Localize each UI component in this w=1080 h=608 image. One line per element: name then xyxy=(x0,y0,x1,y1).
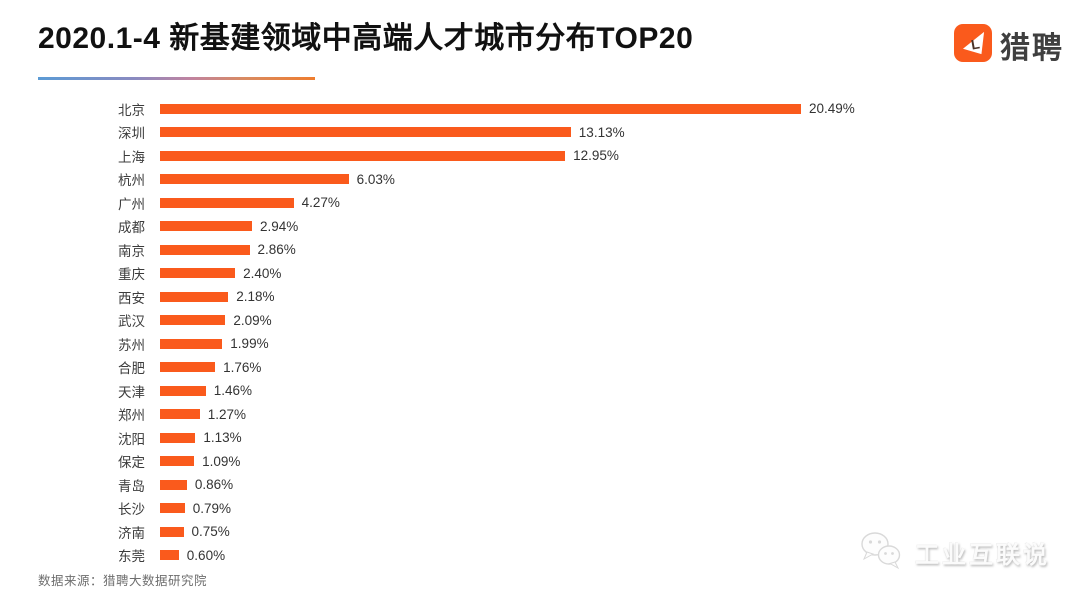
city-label: 南京 xyxy=(118,243,145,259)
chart-row: 深圳 13.13% xyxy=(38,121,1080,145)
chart-row: 保定 1.09% xyxy=(38,450,1080,474)
header: 2020.1-4 新基建领域中高端人才城市分布TOP20 L 猎聘 xyxy=(0,0,1080,67)
bar xyxy=(160,479,187,490)
page-title: 2020.1-4 新基建领域中高端人才城市分布TOP20 xyxy=(38,22,694,55)
value-label: 0.75% xyxy=(191,524,230,540)
bar xyxy=(160,432,196,443)
brand-logo: L 猎聘 xyxy=(954,23,1064,67)
value-label: 2.86% xyxy=(257,242,296,258)
city-label: 苏州 xyxy=(118,337,145,353)
value-label: 2.09% xyxy=(233,312,272,328)
chart-row: 杭州 6.03% xyxy=(38,168,1080,192)
value-label: 0.60% xyxy=(186,547,226,563)
chart-row: 武汉 2.09% xyxy=(38,309,1080,333)
bar xyxy=(160,526,184,537)
chart-row: 重庆 2.40% xyxy=(38,262,1080,286)
city-label: 青岛 xyxy=(118,478,145,494)
bar xyxy=(160,291,229,302)
value-label: 1.13% xyxy=(203,430,242,446)
value-label: 1.46% xyxy=(213,383,252,399)
chart-row: 东莞 0.60% xyxy=(38,544,1080,568)
wechat-chat-bubbles-icon xyxy=(857,529,905,576)
value-label: 2.40% xyxy=(243,265,282,281)
chart-row: 成都 2.94% xyxy=(38,215,1080,239)
city-label: 北京 xyxy=(118,102,145,118)
value-label: 13.13% xyxy=(578,124,625,140)
title-underline xyxy=(38,77,315,80)
chart-row: 济南 0.75% xyxy=(38,520,1080,544)
chart-row: 青岛 0.86% xyxy=(38,473,1080,497)
chart-row: 北京 20.49% xyxy=(38,97,1080,121)
city-label: 沈阳 xyxy=(118,431,145,447)
chart-row: 郑州 1.27% xyxy=(38,403,1080,427)
chart-row: 南京 2.86% xyxy=(38,238,1080,262)
bar xyxy=(160,150,566,161)
city-label: 武汉 xyxy=(118,314,145,330)
bar xyxy=(160,362,216,373)
city-label: 深圳 xyxy=(118,126,145,142)
value-label: 0.86% xyxy=(194,477,234,493)
bar xyxy=(160,127,571,138)
chart-row: 合肥 1.76% xyxy=(38,356,1080,380)
watermark: 工业互联说 xyxy=(857,529,1050,576)
city-label: 成都 xyxy=(118,220,145,236)
bar xyxy=(160,456,195,467)
value-label: 6.03% xyxy=(356,171,395,187)
city-label: 天津 xyxy=(118,384,145,400)
value-label: 2.94% xyxy=(260,218,299,234)
city-label: 上海 xyxy=(118,149,145,165)
bar-chart: 北京 20.49% 深圳 13.13% 上海 12.95% 杭州 6.03% 广… xyxy=(0,97,1080,567)
bar xyxy=(160,550,179,561)
value-label: 4.27% xyxy=(301,195,340,211)
city-label: 杭州 xyxy=(118,173,145,189)
chart-row: 天津 1.46% xyxy=(38,379,1080,403)
city-label: 郑州 xyxy=(118,408,145,424)
value-label: 1.27% xyxy=(207,406,246,422)
chart-row: 沈阳 1.13% xyxy=(38,426,1080,450)
bar xyxy=(160,409,200,420)
city-label: 长沙 xyxy=(118,502,145,518)
city-label: 济南 xyxy=(118,525,145,541)
bar xyxy=(160,221,252,232)
watermark-text: 工业互联说 xyxy=(915,542,1050,569)
liepin-logo-text: 猎聘 xyxy=(1000,32,1064,65)
city-label: 广州 xyxy=(118,196,145,212)
bar xyxy=(160,315,226,326)
value-label: 2.18% xyxy=(236,289,275,305)
bar xyxy=(160,385,206,396)
bar xyxy=(160,268,236,279)
bar xyxy=(160,503,185,514)
chart-row: 上海 12.95% xyxy=(38,144,1080,168)
value-label: 12.95% xyxy=(573,148,619,164)
liepin-logo-icon: L xyxy=(954,23,992,67)
city-label: 保定 xyxy=(118,455,145,471)
city-label: 合肥 xyxy=(118,361,145,377)
city-label: 重庆 xyxy=(118,267,145,283)
bar xyxy=(160,103,801,114)
data-source: 数据来源：猎聘大数据研究院 xyxy=(38,574,208,588)
city-label: 东莞 xyxy=(118,549,145,565)
bar xyxy=(160,197,294,208)
value-label: 20.49% xyxy=(809,101,855,117)
svg-text:L: L xyxy=(970,36,981,52)
bar xyxy=(160,244,250,255)
chart-row: 长沙 0.79% xyxy=(38,497,1080,521)
value-label: 1.76% xyxy=(223,359,262,375)
bar xyxy=(160,338,223,349)
bar xyxy=(160,174,349,185)
value-label: 1.09% xyxy=(202,453,241,469)
city-label: 西安 xyxy=(118,290,145,306)
chart-row: 西安 2.18% xyxy=(38,285,1080,309)
chart-row: 苏州 1.99% xyxy=(38,332,1080,356)
value-label: 0.79% xyxy=(192,500,231,516)
value-label: 1.99% xyxy=(230,336,269,352)
chart-row: 广州 4.27% xyxy=(38,191,1080,215)
